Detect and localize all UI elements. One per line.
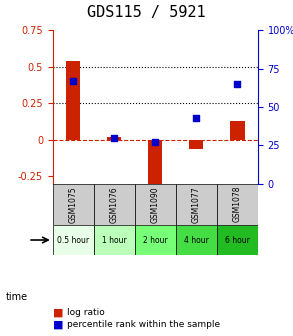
Point	[112, 135, 117, 140]
Text: GSM1090: GSM1090	[151, 186, 160, 222]
FancyBboxPatch shape	[94, 184, 135, 225]
Text: percentile rank within the sample: percentile rank within the sample	[67, 320, 221, 329]
FancyBboxPatch shape	[135, 184, 176, 225]
Text: ■: ■	[53, 319, 63, 329]
Bar	[107, 137, 121, 140]
Text: time: time	[6, 292, 28, 302]
Text: GSM1076: GSM1076	[110, 186, 119, 222]
Bar	[230, 121, 244, 140]
Text: 4 hour: 4 hour	[184, 236, 209, 245]
FancyBboxPatch shape	[53, 225, 94, 255]
FancyBboxPatch shape	[217, 184, 258, 225]
Text: ■: ■	[53, 307, 63, 318]
Text: GSM1078: GSM1078	[233, 186, 242, 222]
Bar	[189, 140, 204, 149]
Bar	[148, 140, 162, 184]
FancyBboxPatch shape	[176, 225, 217, 255]
Bar	[66, 61, 80, 140]
FancyBboxPatch shape	[53, 184, 94, 225]
Point	[235, 81, 240, 87]
FancyBboxPatch shape	[176, 184, 217, 225]
Text: 6 hour: 6 hour	[225, 236, 250, 245]
Point	[71, 78, 76, 84]
Point	[153, 139, 158, 145]
FancyBboxPatch shape	[217, 225, 258, 255]
Text: 0.5 hour: 0.5 hour	[57, 236, 89, 245]
Text: GSM1075: GSM1075	[69, 186, 78, 222]
Text: 1 hour: 1 hour	[102, 236, 127, 245]
Text: GSM1077: GSM1077	[192, 186, 201, 222]
Text: 2 hour: 2 hour	[143, 236, 168, 245]
Point	[194, 115, 199, 120]
Text: GDS115 / 5921: GDS115 / 5921	[87, 5, 206, 20]
FancyBboxPatch shape	[94, 225, 135, 255]
Text: log ratio: log ratio	[67, 308, 105, 317]
FancyBboxPatch shape	[135, 225, 176, 255]
